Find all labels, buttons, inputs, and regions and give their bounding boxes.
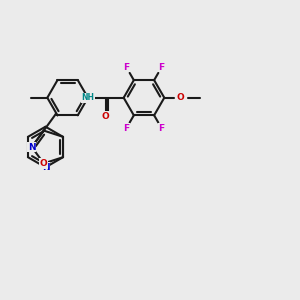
Text: O: O xyxy=(102,112,110,121)
Text: O: O xyxy=(176,93,184,102)
Text: F: F xyxy=(123,63,129,72)
Text: N: N xyxy=(28,142,36,152)
Text: O: O xyxy=(40,159,48,168)
Text: F: F xyxy=(123,124,129,133)
Text: F: F xyxy=(158,63,165,72)
Text: N: N xyxy=(42,163,49,172)
Text: NH: NH xyxy=(81,93,94,102)
Text: F: F xyxy=(158,124,165,133)
